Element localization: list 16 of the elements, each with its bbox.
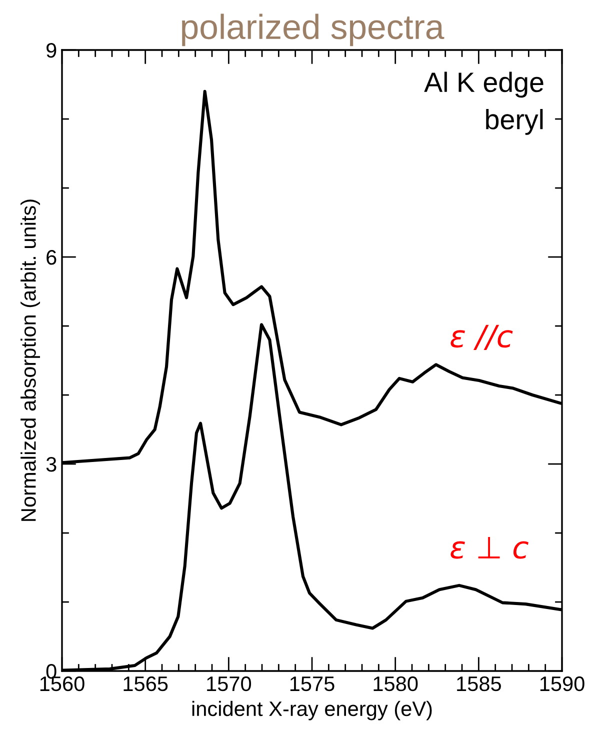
- x-tick-label: 1570: [207, 676, 252, 692]
- x-tick-label: 1590: [540, 676, 584, 692]
- x-tick-label: 1575: [290, 676, 334, 692]
- y-tick-label: 6: [46, 250, 56, 265]
- x-tick-label: 1565: [124, 676, 168, 692]
- y-axis-title: Normalized absorption (arbit. units): [20, 200, 40, 521]
- annotation: Al K edge: [424, 72, 544, 98]
- x-tick-label: 1585: [457, 676, 501, 692]
- x-axis-title: incident X-ray energy (eV): [192, 700, 432, 720]
- x-tick-label: 1580: [374, 676, 418, 692]
- y-tick-label: 9: [46, 43, 56, 58]
- annotation: ε ⊥ c: [450, 536, 528, 559]
- y-tick-label: 3: [46, 457, 56, 472]
- chart-title: polarized spectra: [182, 14, 444, 46]
- annotation: beryl: [486, 108, 543, 135]
- annotation: ε //c: [450, 324, 513, 350]
